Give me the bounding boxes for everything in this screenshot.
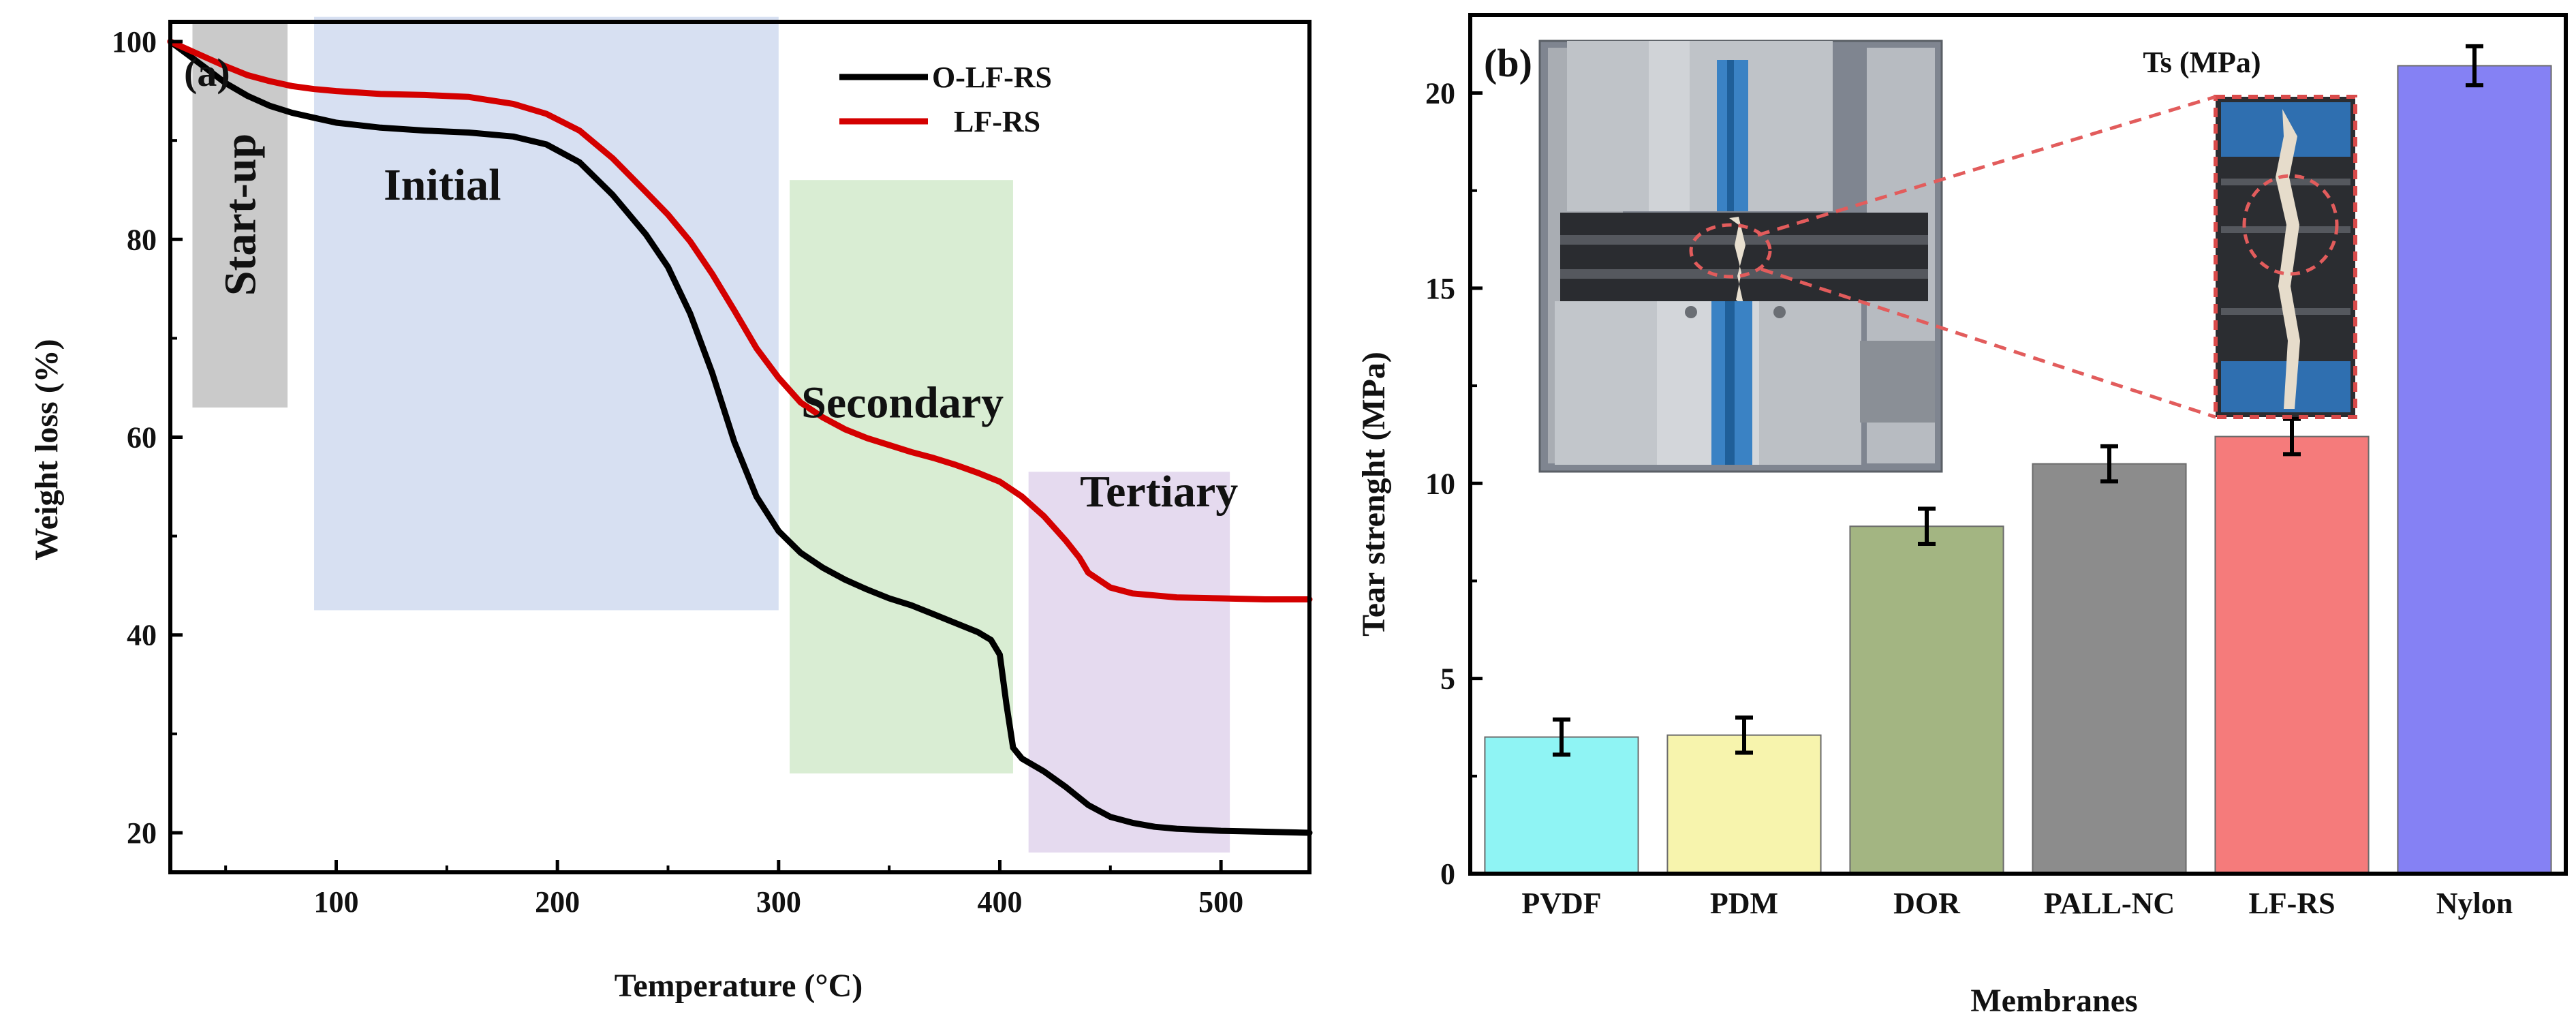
bar-dor (1849, 525, 2004, 874)
tear-test-photo (1538, 40, 1943, 473)
region-label-initial: Initial (384, 160, 501, 210)
category-label-pall-nc: PALL-NC (2044, 887, 2175, 920)
zoom-connector-top (1757, 95, 2216, 237)
panel-a-chart: Start-up Initial Secondary Tertiary 100 200 3… (29, 16, 1313, 1004)
panel-a-region-labels: Start-up Initial Secondary Tertiary (215, 134, 1238, 517)
panel-b-label: (b) (1484, 41, 1532, 85)
region-label-secondary: Secondary (801, 378, 1004, 427)
bar-pvdf (1484, 736, 1639, 874)
panel-a-legend: O-LF-RS LF-RS (839, 61, 1052, 138)
series-line-lf-rs (167, 38, 1313, 602)
zoom-connector-bottom (1760, 267, 2216, 419)
y-tick-label: 60 (127, 420, 157, 454)
panel-b-axes-frame (1468, 13, 2568, 876)
panel-b-ticks: PVDF PDM DOR PALL-NC LF-RS Nylon 0 5 10 15 20 (1425, 77, 2513, 920)
y-tick-label: 10 (1425, 467, 1455, 500)
category-label-pdm: PDM (1710, 887, 1778, 920)
panel-a-curves (167, 38, 1313, 836)
photo-highlight-circle (1689, 223, 1772, 279)
category-label-nylon: Nylon (2436, 887, 2513, 920)
region-startup (192, 22, 288, 408)
x-tick-label: 400 (977, 885, 1022, 919)
bar-pall-nc (2032, 463, 2187, 874)
bar-pdm (1666, 734, 1822, 874)
panel-a-y-axis-title: Weight loss (%) (29, 339, 65, 560)
panel-b-y-axis-title: Tear strenght (MPa) (1356, 352, 1392, 637)
tear-test-zoom-inset (2214, 95, 2357, 419)
y-tick-label: 80 (127, 223, 157, 256)
panel-a-regions (192, 16, 1230, 853)
panel-a-label: (a) (184, 50, 230, 95)
bar-lf-rs (2214, 435, 2370, 874)
y-tick-label: 100 (112, 25, 157, 59)
y-tick-label: 20 (127, 816, 157, 850)
legend-label-lf-rs: LF-RS (954, 105, 1040, 138)
series-line-o-lf-rs (167, 38, 1313, 836)
panel-a-x-axis-title: Temperature (°C) (615, 968, 863, 1004)
panel-b-bars (1484, 65, 2552, 874)
y-tick-label: 40 (127, 619, 157, 652)
region-initial (314, 16, 779, 611)
y-tick-label: 20 (1425, 77, 1455, 110)
panel-a-axes-frame (168, 20, 1312, 874)
panel-a-ticks: 100 200 300 400 500 20 40 60 80 100 (112, 25, 1243, 919)
x-tick-label: 100 (313, 885, 358, 919)
x-tick-label: 500 (1198, 885, 1243, 919)
bar-nylon (2397, 65, 2552, 874)
region-label-tertiary: Tertiary (1080, 467, 1238, 517)
y-tick-label: 0 (1440, 857, 1455, 891)
category-label-lf-rs: LF-RS (2248, 887, 2335, 920)
region-label-startup: Start-up (215, 134, 265, 296)
panel-b-error-bars (1553, 44, 2483, 757)
y-tick-label: 15 (1425, 272, 1455, 305)
y-tick-label: 5 (1440, 662, 1455, 696)
category-label-dor: DOR (1893, 887, 1961, 920)
panel-b-x-axis-title: Membranes (1970, 983, 2137, 1019)
x-tick-label: 200 (535, 885, 580, 919)
panel-b-inset-title: Ts (MPa) (2143, 46, 2261, 79)
x-tick-label: 300 (756, 885, 801, 919)
category-label-pvdf: PVDF (1521, 887, 1601, 920)
legend-label-o-lf-rs: O-LF-RS (932, 61, 1052, 94)
region-secondary (790, 180, 1013, 773)
